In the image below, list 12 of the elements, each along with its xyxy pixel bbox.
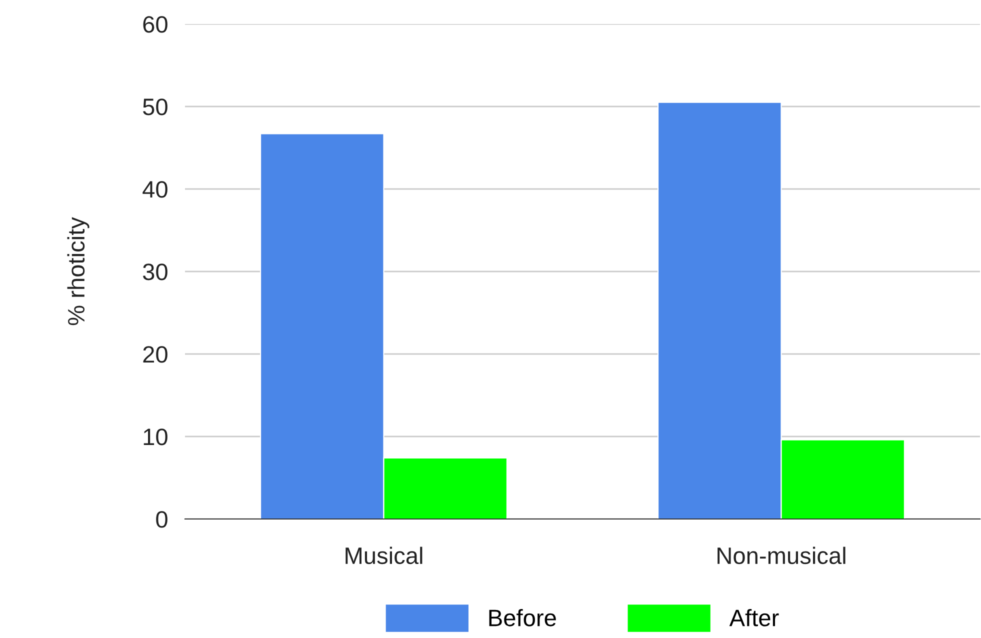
x-tick-label: Non-musical bbox=[718, 546, 846, 564]
y-tick-label: 20 bbox=[143, 346, 168, 363]
y-tick-label: 40 bbox=[142, 181, 168, 198]
legend-label: After bbox=[729, 609, 779, 626]
y-tick-label: 10 bbox=[144, 428, 168, 446]
y-tick-label: 0 bbox=[156, 511, 168, 528]
y-tick-label: 50 bbox=[143, 98, 168, 116]
legend-label: Before bbox=[489, 609, 556, 626]
x-tick-label: Musical bbox=[346, 546, 422, 564]
y-tick-label: 30 bbox=[142, 264, 168, 280]
y-tick-label: 60 bbox=[143, 16, 168, 33]
y-axis-title: % rhoticity bbox=[67, 217, 90, 326]
